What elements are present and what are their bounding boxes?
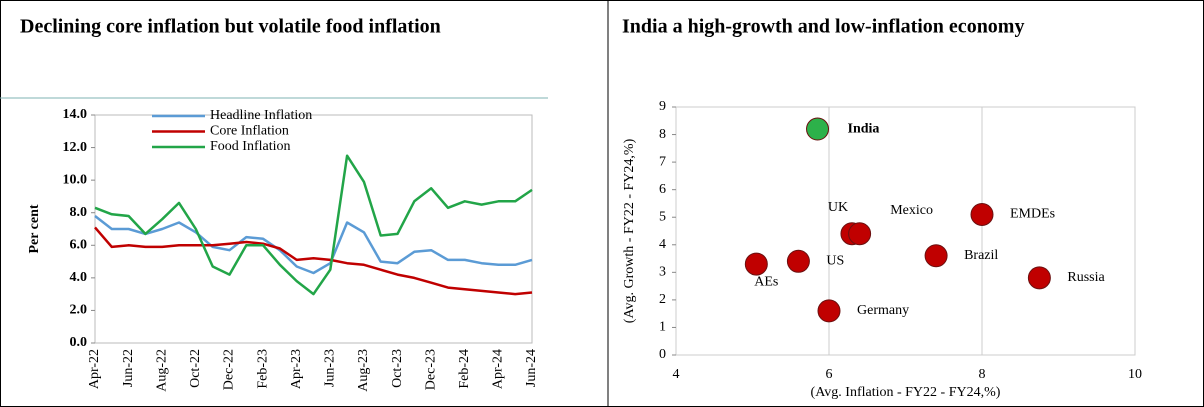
y-tick-label: 2.0 bbox=[70, 303, 88, 318]
x-tick-label: 8 bbox=[979, 367, 986, 382]
x-tick-label: Jun-24 bbox=[524, 349, 539, 387]
point-label: AEs bbox=[754, 274, 778, 289]
y-tick-label: 6 bbox=[659, 182, 666, 197]
series-line bbox=[94, 226, 533, 296]
x-tick-label: Oct-23 bbox=[390, 349, 405, 388]
x-tick-label: Feb-23 bbox=[255, 349, 270, 389]
y-axis-label: (Avg. Growth - FY22 - FY24,%) bbox=[622, 138, 637, 323]
point-label: Germany bbox=[857, 303, 909, 318]
x-tick-label: Dec-23 bbox=[423, 349, 438, 390]
y-tick-label: 7 bbox=[659, 154, 666, 169]
point bbox=[786, 249, 810, 273]
panel-title: India a high-growth and low-inflation ec… bbox=[622, 16, 1024, 38]
point bbox=[970, 202, 994, 226]
y-tick-label: 14.0 bbox=[63, 107, 88, 122]
x-tick-label: Apr-24 bbox=[491, 349, 506, 389]
legend-label: Headline Inflation bbox=[210, 108, 312, 123]
point bbox=[1027, 266, 1051, 290]
y-tick-label: 10.0 bbox=[63, 172, 88, 187]
x-tick-label: Apr-23 bbox=[289, 349, 304, 389]
point-label: Mexico bbox=[890, 203, 933, 218]
y-tick-label: 12.0 bbox=[63, 140, 88, 155]
y-tick-label: 8 bbox=[659, 127, 666, 142]
x-tick-label: 10 bbox=[1128, 367, 1142, 382]
point-label: UK bbox=[828, 200, 848, 215]
point-label: Brazil bbox=[964, 248, 998, 263]
y-tick-label: 4 bbox=[659, 237, 666, 252]
panel-title: Declining core inflation but volatile fo… bbox=[20, 16, 441, 38]
y-tick-label: 5 bbox=[659, 209, 666, 224]
x-tick-label: 6 bbox=[826, 367, 833, 382]
x-tick-label: Aug-22 bbox=[154, 349, 169, 392]
x-tick-label: Aug-23 bbox=[356, 349, 371, 392]
series-line bbox=[94, 154, 533, 296]
point bbox=[848, 222, 872, 246]
y-tick-label: 4.0 bbox=[70, 270, 88, 285]
point bbox=[817, 299, 841, 323]
y-tick-label: 6.0 bbox=[70, 238, 88, 253]
y-tick-label: 2 bbox=[659, 292, 666, 307]
y-tick-label: 9 bbox=[659, 99, 666, 114]
x-axis-label: (Avg. Inflation - FY22 - FY24,%) bbox=[811, 385, 1001, 400]
x-tick-label: Apr-22 bbox=[87, 349, 102, 389]
y-tick-label: 3 bbox=[659, 265, 666, 280]
y-tick-label: 0.0 bbox=[70, 335, 88, 350]
legend-label: Food Inflation bbox=[210, 139, 291, 154]
x-tick-label: Oct-22 bbox=[188, 349, 203, 388]
legend-label: Core Inflation bbox=[210, 124, 289, 139]
x-tick-label: 4 bbox=[673, 367, 680, 382]
point bbox=[924, 244, 948, 268]
y-tick-label: 0 bbox=[659, 347, 666, 362]
y-axis-label: Per cent bbox=[27, 204, 42, 253]
x-tick-label: Jun-22 bbox=[121, 349, 136, 387]
x-tick-label: Jun-23 bbox=[323, 349, 338, 387]
point bbox=[744, 252, 768, 276]
x-tick-label: Dec-22 bbox=[222, 349, 237, 390]
y-tick-label: 8.0 bbox=[70, 205, 88, 220]
series-line bbox=[94, 215, 533, 275]
point-label: India bbox=[848, 121, 880, 136]
point-label: Russia bbox=[1067, 270, 1105, 285]
x-tick-label: Feb-24 bbox=[457, 349, 472, 389]
point bbox=[806, 117, 830, 141]
y-tick-label: 1 bbox=[659, 320, 666, 335]
point-label: US bbox=[826, 254, 844, 269]
point-label: EMDEs bbox=[1010, 207, 1055, 222]
